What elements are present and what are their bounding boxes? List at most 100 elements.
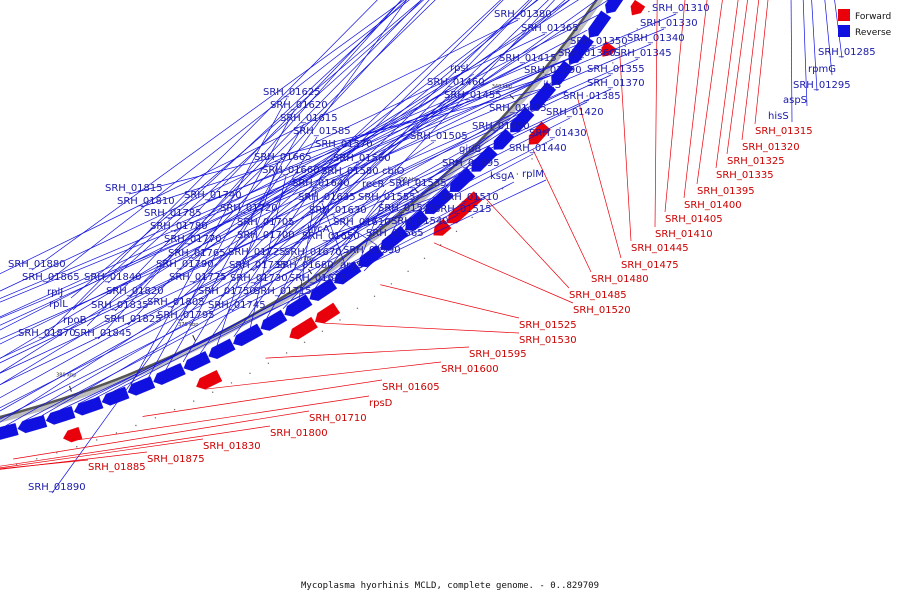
leader-line: [231, 0, 533, 312]
leader-line: [391, 213, 403, 234]
leader-line: [0, 75, 549, 345]
leader-line: [715, 0, 739, 169]
leader-line: [0, 88, 612, 374]
minor-tick: [516, 173, 519, 175]
gene-label: rpsD: [369, 398, 393, 409]
minor-tick: [321, 330, 324, 332]
gene-label: SRH_01605: [382, 382, 440, 393]
leader-line: [664, 0, 686, 213]
minor-tick: [423, 257, 426, 259]
leader-line: [484, 197, 570, 289]
gene-label: rpsI: [450, 63, 469, 74]
leader-line: [811, 0, 818, 92]
gene-label: SRH_01800: [270, 428, 328, 439]
leader-line: [253, 0, 549, 285]
gene-label: SRH_01345: [614, 48, 672, 59]
gene-label: SRH_01405: [665, 214, 723, 225]
gene-label: SRH_01565: [366, 228, 424, 239]
gene-label: recR: [362, 179, 385, 190]
gene-label: SRH_01795: [157, 310, 215, 321]
gene-label: SRH_01710: [309, 413, 367, 424]
gene-label: SRH_01595: [469, 349, 527, 360]
leader-line: [78, 395, 370, 441]
gene-label: hrcA: [307, 224, 330, 235]
gene-label: SRH_01870: [18, 328, 76, 339]
leader-line: [0, 113, 514, 399]
reverse-gene-arrow: [588, 10, 612, 38]
legend-forward-swatch: [838, 9, 850, 21]
genome-ring: [0, 0, 604, 423]
gene-label: SRH_01625: [263, 87, 321, 98]
minor-tick: [624, 45, 626, 47]
leader-line: [0, 141, 435, 423]
leader-line: [260, 0, 609, 229]
gene-label: SRH_01410: [655, 229, 713, 240]
leader-line: [0, 131, 497, 412]
leader-line: [532, 149, 592, 273]
leader-line: [618, 44, 632, 242]
minor-tick: [285, 352, 288, 354]
leader-line: [173, 14, 599, 233]
leader-line: [0, 459, 89, 470]
leader-line: [0, 46, 595, 318]
leader-line: [0, 74, 612, 359]
gene-label: rpoB: [63, 315, 87, 326]
gene-label: SRH_01560: [333, 153, 391, 164]
leader-line: [252, 0, 566, 272]
leader-line: [207, 59, 565, 202]
gene-label: argS: [340, 260, 363, 271]
gene-label: SRH_01320: [742, 142, 800, 153]
gene-label: SRH_01585: [293, 126, 351, 137]
leader-line: [0, 28, 665, 303]
gene-label: SRH_01505: [410, 131, 468, 142]
reverse-gene-arrow: [127, 376, 156, 396]
gene-label: SRH_01295: [793, 80, 851, 91]
gene-label: gidB: [459, 144, 481, 155]
leader-line: [0, 87, 452, 374]
gene-label: SRH_01715: [254, 286, 312, 297]
gene-label: SRH_01630: [309, 205, 367, 216]
leader-line: [282, 176, 407, 309]
gene-label: SRH_01620: [270, 100, 328, 111]
minor-tick: [501, 188, 504, 190]
gene-label: SRH_01530: [519, 335, 577, 346]
gene-label: SRH_01535: [389, 178, 447, 189]
gene-label: rplM: [522, 169, 544, 180]
gene-label: SRH_01670: [284, 247, 342, 258]
reverse-gene-arrow: [45, 406, 76, 425]
gene-label: SRH_01635: [298, 192, 356, 203]
gene-label: SRH_01400: [684, 200, 742, 211]
gene-label: SRH_01615: [280, 113, 338, 124]
minor-tick: [36, 458, 38, 460]
leader-line: [0, 19, 519, 275]
leader-line: [148, 110, 295, 378]
leader-line: [114, 0, 423, 312]
scale-tick-label: 370 kbp: [178, 322, 198, 328]
leader-line: [330, 196, 436, 236]
minor-tick: [76, 446, 78, 448]
gene-label: SRH_01780: [150, 221, 208, 232]
gene-label: SRH_01440: [509, 143, 567, 154]
leader-line: [265, 346, 470, 359]
leader-line: [140, 74, 553, 208]
minor-tick: [612, 62, 614, 64]
gene-label: SRH_01705: [237, 217, 295, 228]
leader-line: [741, 0, 760, 141]
leader-line: [389, 171, 464, 240]
gene-label: SRH_01495: [442, 158, 500, 169]
minor-tick: [249, 372, 251, 374]
gene-label: SRH_01885: [88, 462, 146, 473]
gene-label: SRH_01610: [333, 217, 391, 228]
gene-label: SRH_01395: [697, 186, 755, 197]
gene-label: SRH_01525: [519, 320, 577, 331]
minor-tick: [212, 391, 214, 393]
leader-line: [129, 0, 436, 298]
leader-line: [179, 0, 539, 271]
gene-label: SRH_01700: [237, 230, 295, 241]
leader-line: [199, 149, 340, 354]
gene-label: cbiO: [382, 166, 405, 177]
gene-label: SRH_01355: [587, 64, 645, 75]
leader-line: [0, 100, 469, 386]
leader-line: [5, 154, 484, 427]
minor-tick: [154, 417, 157, 419]
